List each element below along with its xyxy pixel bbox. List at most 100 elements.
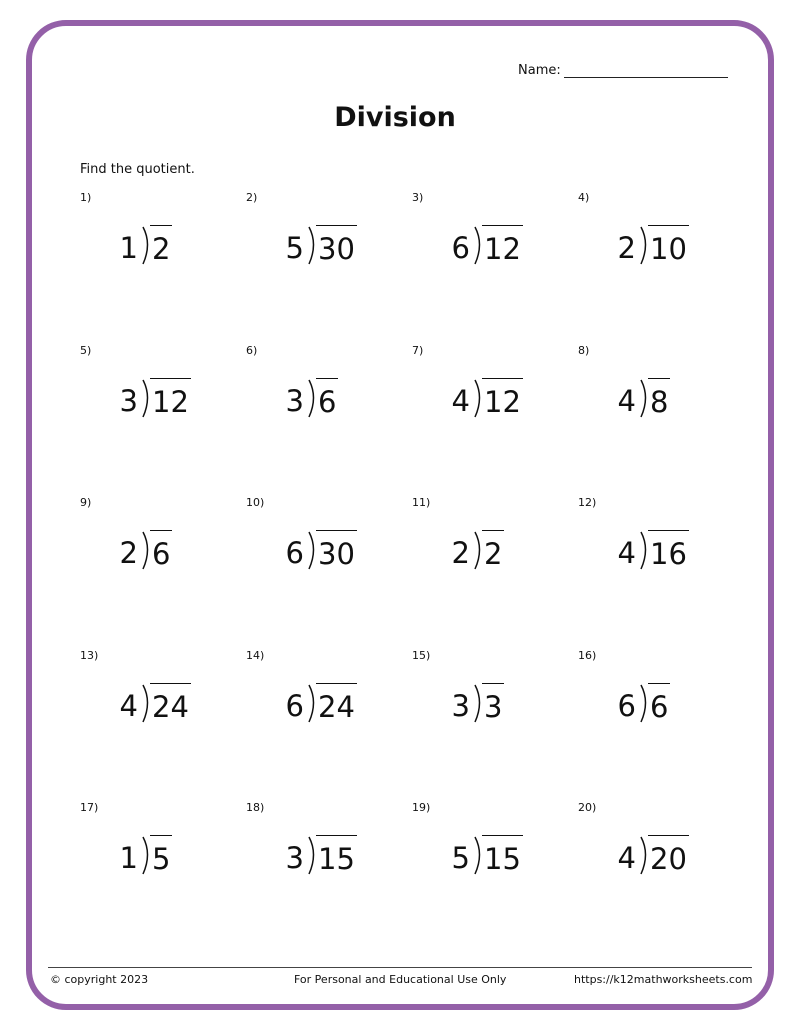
division-bracket xyxy=(142,531,149,570)
problem: 18) 3 15 xyxy=(246,801,406,901)
divisor: 5 xyxy=(451,841,470,875)
problem-number: 12) xyxy=(578,496,597,509)
dividend: 6 xyxy=(316,377,339,419)
division-bracket xyxy=(474,226,481,265)
dividend: 15 xyxy=(482,835,523,876)
divisor: 3 xyxy=(285,383,304,418)
problem: 12) 4 16 xyxy=(578,496,738,596)
problem-number: 15) xyxy=(412,648,431,662)
divisor: 3 xyxy=(451,688,470,723)
dividend: 30 xyxy=(316,225,357,266)
problem-number: 4) xyxy=(578,191,590,204)
name-line[interactable] xyxy=(563,64,728,78)
division-bracket xyxy=(142,684,149,722)
division-bracket xyxy=(308,684,315,722)
problem: 5) 3 12 xyxy=(80,344,240,444)
dividend: 6 xyxy=(150,530,173,571)
copyright: © copyright 2023 xyxy=(50,973,149,986)
problem: 14) 6 24 xyxy=(246,649,406,749)
footer-divider xyxy=(48,967,752,968)
problem-number: 19) xyxy=(412,801,431,814)
problem: 4) 2 10 xyxy=(578,191,738,291)
usage-notice: For Personal and Educational Use Only xyxy=(294,973,507,986)
dividend: 5 xyxy=(150,835,173,876)
dividend: 12 xyxy=(482,377,523,419)
division-bracket xyxy=(142,836,149,875)
division-bracket xyxy=(640,531,647,570)
divisor: 4 xyxy=(617,841,636,875)
dividend: 2 xyxy=(482,530,505,571)
problem: 17) 1 5 xyxy=(80,801,240,901)
division-bracket xyxy=(474,379,481,417)
name-label: Name: xyxy=(518,63,561,78)
divisor: 3 xyxy=(119,383,138,418)
problem-number: 8) xyxy=(578,343,590,357)
page-border xyxy=(26,20,774,1010)
problem: 19) 5 15 xyxy=(412,801,572,901)
problem: 9) 2 6 xyxy=(80,496,240,596)
problem-number: 3) xyxy=(412,191,424,204)
problem: 20) 4 20 xyxy=(578,801,738,901)
divisor: 2 xyxy=(451,536,470,570)
problem: 15) 3 3 xyxy=(412,649,572,749)
name-field[interactable]: Name: xyxy=(518,63,728,78)
problem: 3) 6 12 xyxy=(412,191,572,291)
divisor: 3 xyxy=(285,841,304,875)
dividend: 16 xyxy=(648,530,689,571)
divisor: 1 xyxy=(119,841,138,875)
division-bracket xyxy=(142,226,149,265)
website-url: https://k12mathworksheets.com xyxy=(574,973,753,986)
division-bracket xyxy=(640,836,647,875)
divisor: 6 xyxy=(285,536,304,570)
dividend: 2 xyxy=(150,225,173,266)
problem: 13) 4 24 xyxy=(80,649,240,749)
problem-number: 6) xyxy=(246,343,258,357)
divisor: 6 xyxy=(285,688,304,723)
dividend: 15 xyxy=(316,835,357,876)
dividend: 12 xyxy=(482,225,523,266)
problem-number: 1) xyxy=(80,191,92,204)
divisor: 4 xyxy=(119,688,138,723)
problem: 7) 4 12 xyxy=(412,344,572,444)
problem-number: 11) xyxy=(412,496,431,509)
divisor: 1 xyxy=(119,231,138,265)
page-title: Division xyxy=(334,102,456,133)
divisor: 6 xyxy=(617,688,636,723)
division-bracket xyxy=(640,226,647,265)
problem-number: 10) xyxy=(246,496,265,509)
divisor: 4 xyxy=(617,536,636,570)
division-bracket xyxy=(474,836,481,875)
problem: 2) 5 30 xyxy=(246,191,406,291)
division-bracket xyxy=(308,379,315,417)
problem: 1) 1 2 xyxy=(80,191,240,291)
divisor: 2 xyxy=(119,536,138,570)
problem: 10) 6 30 xyxy=(246,496,406,596)
problem-number: 14) xyxy=(246,648,265,662)
problem-number: 17) xyxy=(80,801,99,814)
dividend: 24 xyxy=(316,682,357,724)
problem-number: 9) xyxy=(80,496,92,509)
divisor: 2 xyxy=(617,231,636,265)
problem-number: 18) xyxy=(246,801,265,814)
divisor: 5 xyxy=(285,231,304,265)
problem: 11) 2 2 xyxy=(412,496,572,596)
problem-number: 20) xyxy=(578,801,597,814)
problem: 8) 4 8 xyxy=(578,344,738,444)
division-bracket xyxy=(142,379,149,417)
problem: 6) 3 6 xyxy=(246,344,406,444)
division-bracket xyxy=(308,531,315,570)
problem: 16) 6 6 xyxy=(578,649,738,749)
division-bracket xyxy=(308,226,315,265)
problem-number: 13) xyxy=(80,648,99,662)
problem-number: 5) xyxy=(80,343,92,357)
dividend: 30 xyxy=(316,530,357,571)
problem-number: 16) xyxy=(578,648,597,662)
dividend: 8 xyxy=(648,377,671,419)
divisor: 4 xyxy=(617,383,636,418)
dividend: 12 xyxy=(150,377,191,419)
division-bracket xyxy=(308,836,315,875)
dividend: 3 xyxy=(482,682,505,724)
instructions: Find the quotient. xyxy=(80,162,195,177)
problem-number: 2) xyxy=(246,191,258,204)
dividend: 10 xyxy=(648,225,689,266)
